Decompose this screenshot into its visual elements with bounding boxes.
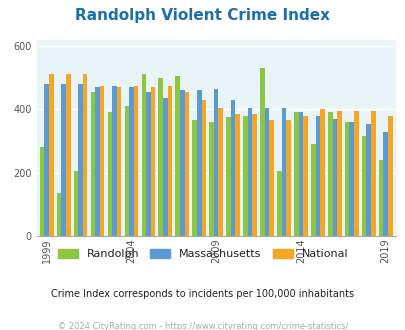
Bar [209, 122, 213, 236]
Bar [387, 115, 392, 236]
Bar [213, 89, 218, 236]
Bar [141, 75, 146, 236]
Bar [303, 115, 307, 236]
Bar [264, 108, 269, 236]
Bar [44, 84, 49, 236]
Bar [366, 123, 370, 236]
Bar [320, 109, 324, 236]
Bar [277, 171, 281, 236]
Bar [370, 111, 375, 236]
Bar [74, 171, 78, 236]
Bar [179, 90, 184, 236]
Bar [112, 85, 117, 236]
Bar [293, 113, 298, 236]
Bar [95, 87, 100, 236]
Bar [315, 115, 320, 236]
Text: © 2024 CityRating.com - https://www.cityrating.com/crime-statistics/: © 2024 CityRating.com - https://www.city… [58, 322, 347, 330]
Bar [78, 84, 83, 236]
Bar [83, 75, 87, 236]
Bar [196, 90, 201, 236]
Bar [230, 100, 235, 236]
Bar [61, 84, 66, 236]
Bar [49, 75, 53, 236]
Bar [349, 122, 353, 236]
Text: Randolph Violent Crime Index: Randolph Violent Crime Index [75, 8, 330, 23]
Bar [344, 122, 349, 236]
Bar [158, 78, 163, 236]
Bar [353, 111, 358, 236]
Bar [175, 76, 179, 236]
Bar [66, 75, 70, 236]
Bar [184, 92, 189, 236]
Bar [243, 115, 247, 236]
Bar [286, 120, 290, 236]
Text: Crime Index corresponds to incidents per 100,000 inhabitants: Crime Index corresponds to incidents per… [51, 289, 354, 299]
Bar [327, 113, 332, 236]
Bar [378, 160, 382, 236]
Bar [150, 87, 155, 236]
Bar [124, 106, 129, 236]
Bar [133, 85, 138, 236]
Bar [252, 114, 256, 236]
Bar [167, 85, 172, 236]
Bar [269, 120, 273, 236]
Bar [100, 85, 104, 236]
Bar [40, 147, 44, 236]
Bar [90, 92, 95, 236]
Bar [247, 108, 252, 236]
Bar [332, 119, 336, 236]
Bar [361, 136, 366, 236]
Bar [336, 111, 341, 236]
Bar [226, 117, 230, 236]
Bar [146, 92, 150, 236]
Bar [235, 114, 239, 236]
Bar [57, 193, 61, 236]
Bar [310, 144, 315, 236]
Bar [281, 108, 286, 236]
Bar [163, 98, 167, 236]
Bar [218, 108, 222, 236]
Bar [382, 132, 387, 236]
Bar [201, 100, 206, 236]
Legend: Randolph, Massachusetts, National: Randolph, Massachusetts, National [53, 244, 352, 263]
Bar [298, 113, 303, 236]
Bar [129, 87, 133, 236]
Bar [107, 113, 112, 236]
Bar [192, 120, 196, 236]
Bar [260, 68, 264, 236]
Bar [117, 87, 121, 236]
